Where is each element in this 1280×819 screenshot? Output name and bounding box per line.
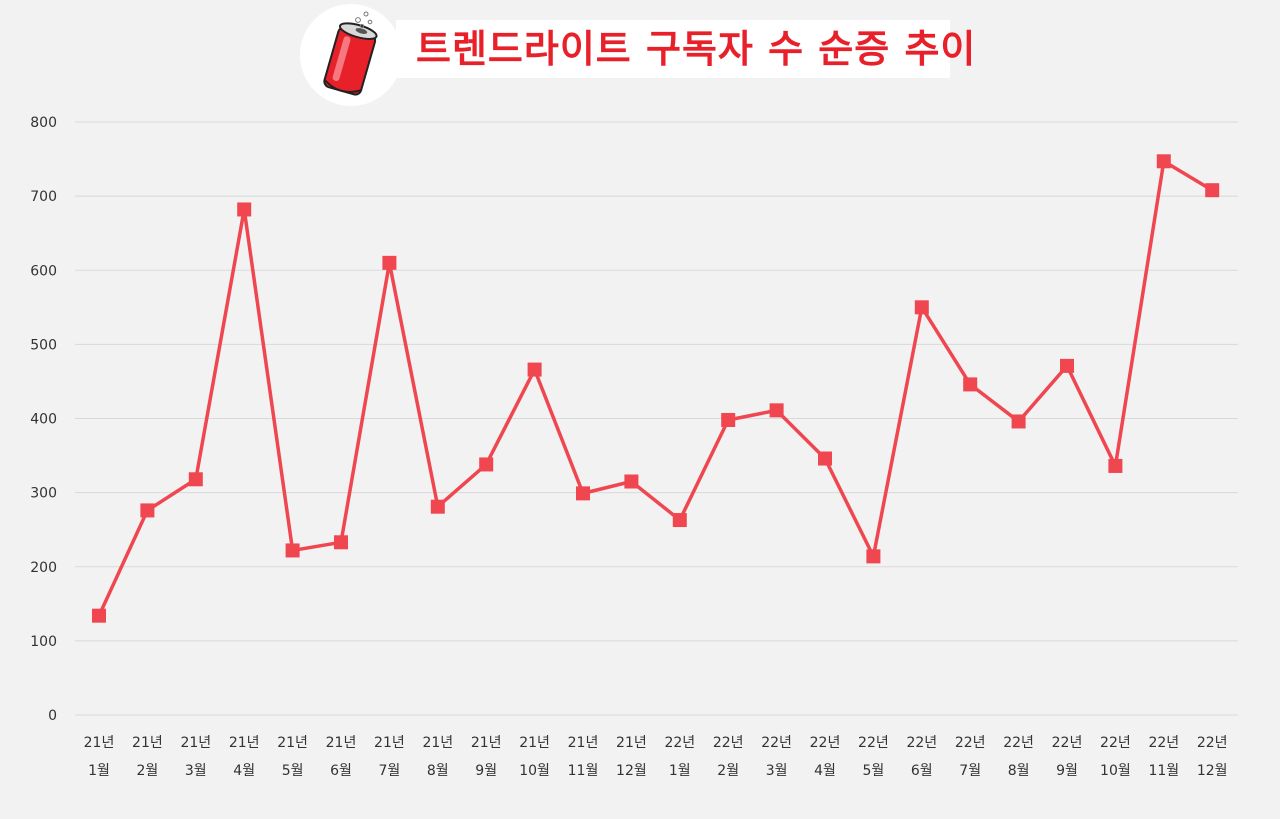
data-point [721, 412, 736, 427]
logo-badge [300, 4, 402, 106]
x-tick-year: 21년 [326, 735, 357, 751]
data-point [382, 255, 397, 270]
data-points [92, 154, 1220, 623]
data-point [237, 202, 252, 217]
x-tick-month: 5월 [282, 763, 304, 779]
x-tick-year: 21년 [471, 735, 502, 751]
x-tick-year: 22년 [1197, 735, 1228, 751]
data-point [430, 499, 445, 514]
x-tick-month: 3월 [766, 763, 788, 779]
data-point [769, 403, 784, 418]
x-tick-year: 22년 [955, 735, 986, 751]
series-line [97, 159, 1214, 617]
y-tick-label: 600 [30, 263, 57, 279]
x-tick-month: 1월 [88, 763, 110, 779]
x-tick-month: 8월 [1008, 763, 1030, 779]
chart-header: 트렌드라이트 구독자 수 순증 추이 [300, 4, 975, 106]
y-axis-ticks: 0 100 200 300 400 500 600 700 800 [30, 115, 57, 724]
data-point [188, 472, 203, 487]
x-tick-year: 21년 [84, 735, 115, 751]
y-tick-label: 700 [30, 189, 57, 205]
x-tick-year: 22년 [1100, 735, 1131, 751]
y-tick-label: 800 [30, 115, 57, 131]
x-tick-month: 11월 [1148, 763, 1179, 779]
x-tick-month: 12월 [1197, 763, 1228, 779]
data-point [914, 300, 929, 315]
soda-can-icon [323, 11, 378, 96]
x-tick-year: 21년 [519, 735, 550, 751]
x-tick-year: 22년 [906, 735, 937, 751]
y-tick-label: 300 [30, 486, 57, 502]
x-tick-month: 2월 [717, 763, 739, 779]
x-tick-month: 12월 [616, 763, 647, 779]
data-point [285, 543, 300, 558]
data-point [1011, 414, 1026, 429]
data-point [672, 513, 687, 528]
x-tick-year: 21년 [568, 735, 599, 751]
x-tick-year: 21년 [180, 735, 211, 751]
x-tick-year: 21년 [616, 735, 647, 751]
x-tick-month: 2월 [137, 763, 159, 779]
data-point [140, 503, 155, 518]
y-tick-label: 0 [48, 708, 57, 724]
x-tick-month: 8월 [427, 763, 449, 779]
data-point [479, 457, 494, 472]
data-point [1108, 458, 1123, 473]
x-tick-year: 22년 [1052, 735, 1083, 751]
x-tick-month: 11월 [568, 763, 599, 779]
x-tick-month: 5월 [863, 763, 885, 779]
y-tick-label: 400 [30, 412, 57, 428]
data-point [1205, 183, 1220, 198]
data-point [1060, 358, 1074, 373]
x-tick-year: 21년 [132, 735, 163, 751]
data-point [1156, 154, 1171, 169]
chart-title: 트렌드라이트 구독자 수 순증 추이 [416, 27, 977, 71]
x-axis-ticks: 21년 1월 21년 2월 21년 3월 21년 4월 21년 5월 21년 6월 21년 7월 21년 8월… [84, 735, 1228, 779]
x-tick-month: 1월 [669, 763, 691, 779]
x-tick-month: 7월 [959, 763, 981, 779]
y-tick-label: 200 [30, 560, 57, 576]
x-tick-month: 10월 [1100, 763, 1131, 779]
y-tick-label: 100 [30, 634, 57, 650]
x-tick-year: 22년 [761, 735, 792, 751]
x-tick-year: 22년 [858, 735, 889, 751]
data-point [818, 451, 832, 466]
x-tick-month: 9월 [475, 763, 497, 779]
y-tick-label: 500 [30, 337, 57, 353]
series-line-path [97, 159, 1214, 617]
x-tick-month: 4월 [233, 763, 255, 779]
x-tick-year: 22년 [664, 735, 695, 751]
title-banner: 트렌드라이트 구독자 수 순증 추이 [396, 20, 975, 78]
data-point [334, 535, 348, 550]
x-tick-year: 22년 [1003, 735, 1034, 751]
x-tick-year: 21년 [229, 735, 260, 751]
x-tick-year: 22년 [1148, 735, 1179, 751]
x-tick-year: 22년 [810, 735, 841, 751]
x-tick-month: 4월 [814, 763, 836, 779]
x-tick-year: 21년 [374, 735, 405, 751]
data-point [527, 362, 542, 377]
x-tick-month: 7월 [379, 763, 401, 779]
x-tick-year: 21년 [422, 735, 453, 751]
x-tick-year: 21년 [277, 735, 308, 751]
x-tick-month: 6월 [330, 763, 352, 779]
grid-lines [75, 121, 1238, 716]
data-point [866, 549, 881, 564]
x-tick-year: 22년 [713, 735, 744, 751]
data-point [624, 474, 639, 489]
data-point [92, 608, 106, 623]
x-tick-month: 9월 [1056, 763, 1078, 779]
x-tick-month: 10월 [519, 763, 550, 779]
x-tick-month: 3월 [185, 763, 207, 779]
data-point [963, 377, 978, 392]
data-point [576, 486, 590, 501]
x-tick-month: 6월 [911, 763, 933, 779]
